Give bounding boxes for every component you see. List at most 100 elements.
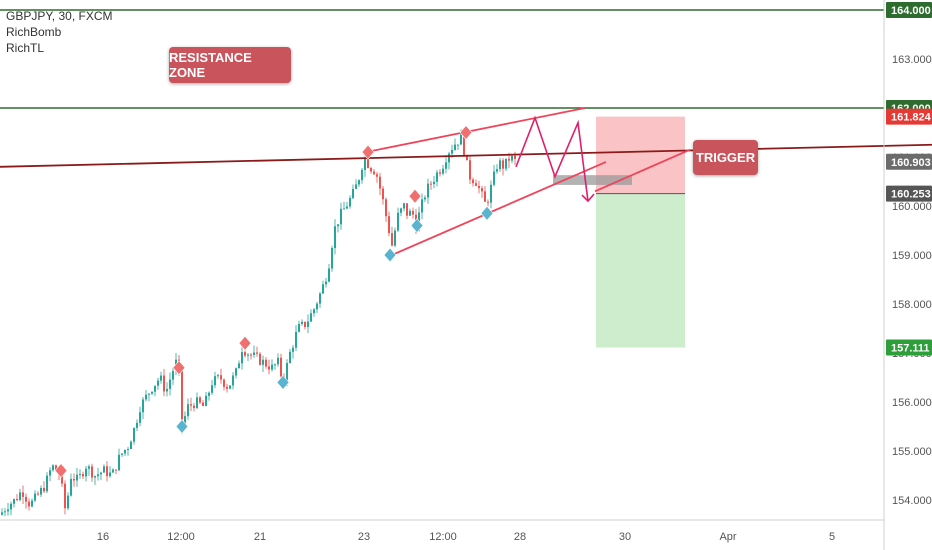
candle-body [67, 495, 69, 509]
candle-body [133, 427, 135, 442]
time-tick-label: 12:00 [167, 531, 195, 543]
candle-body [355, 184, 357, 189]
candle-body [127, 449, 129, 451]
candle-body [130, 441, 132, 450]
candle-body [364, 158, 366, 170]
candle-body [139, 412, 141, 423]
candle-body [79, 474, 81, 476]
bottom-marker [276, 374, 290, 390]
candle-body [85, 468, 87, 477]
candle-body [196, 397, 198, 409]
candle-body [406, 203, 408, 216]
candle-body [61, 475, 63, 484]
candle-body [55, 465, 57, 472]
candle-body [475, 183, 477, 186]
candle-body [49, 470, 51, 476]
trendline-horizontal_trend [0, 143, 932, 168]
candle-body [121, 453, 123, 455]
indicator-richbomb[interactable]: RichBomb [6, 25, 62, 39]
candle-body [124, 449, 126, 454]
candle-body [223, 379, 225, 387]
candle-body [106, 466, 108, 477]
candle-body [166, 388, 168, 392]
candle-body [352, 188, 354, 199]
candle-body [70, 478, 72, 496]
candle-body [361, 169, 363, 181]
candle-body [52, 465, 54, 471]
candle-body [160, 375, 162, 381]
candle-body [7, 509, 9, 512]
candle-body [511, 155, 513, 161]
trendline-resistance_upper [365, 107, 586, 153]
candle-body [385, 199, 387, 217]
price-tag-stop: 161.824 [891, 112, 932, 124]
candle-body [235, 368, 237, 376]
price-tick-label: 160.000 [892, 201, 932, 213]
time-axis[interactable]: 16 12:00 21 23 12:00 28 30 Apr 5 [0, 519, 884, 543]
symbol-label[interactable]: GBPJPY, 30, FXCM [6, 9, 113, 23]
candle-body [193, 405, 195, 409]
candle-body [412, 210, 414, 215]
candle-body [349, 198, 351, 207]
top-marker [54, 463, 68, 479]
candle-body [445, 162, 447, 169]
price-tag-level: 164.000 [891, 5, 931, 17]
candle-body [187, 404, 189, 417]
resistance-zone-label[interactable]: RESISTANCE ZONE [169, 47, 291, 83]
candle-body [334, 226, 336, 249]
candles [1, 129, 516, 517]
candle-body [340, 208, 342, 225]
candle-body [148, 393, 150, 395]
chart-legend: GBPJPY, 30, FXCM RichBomb RichTL [6, 8, 112, 56]
candle-body [421, 199, 423, 213]
candle-body [442, 168, 444, 174]
candle-body [91, 466, 93, 478]
candle-body [97, 474, 99, 477]
candle-body [292, 347, 294, 352]
candle-body [304, 321, 306, 327]
indicator-richtl[interactable]: RichTL [6, 41, 45, 55]
zigzag-projection [515, 115, 589, 202]
candle-body [157, 380, 159, 386]
candle-body [400, 208, 402, 213]
candle-body [325, 281, 327, 285]
candle-body [190, 404, 192, 406]
candle-body [280, 357, 282, 377]
candle-body [466, 154, 468, 161]
candle-body [451, 150, 453, 154]
candle-body [163, 375, 165, 392]
candle-body [13, 499, 15, 504]
candle-body [154, 385, 156, 392]
candle-body [250, 354, 252, 356]
candle-body [271, 364, 273, 370]
candle-body [262, 359, 264, 365]
candle-body [34, 493, 36, 501]
price-tick-label: 155.000 [892, 446, 932, 458]
trigger-label[interactable]: TRIGGER [693, 140, 758, 175]
candle-body [469, 160, 471, 180]
candle-body [295, 331, 297, 348]
candle-body [382, 188, 384, 200]
candle-body [391, 233, 393, 246]
take-profit-zone [596, 193, 685, 348]
candle-body [109, 472, 111, 477]
trendline-support_lower [391, 161, 607, 256]
candle-body [403, 203, 405, 209]
candle-body [319, 293, 321, 304]
candle-body [463, 134, 465, 155]
candle-body [310, 313, 312, 322]
candle-body [316, 303, 318, 310]
candle-body [289, 351, 291, 363]
candle-body [379, 176, 381, 189]
swing-markers [54, 125, 494, 479]
candle-body [28, 501, 30, 507]
price-axis[interactable]: 164.000163.000162.000161.000160.000159.0… [883, 0, 932, 550]
candle-body [103, 466, 105, 473]
candle-body [499, 160, 501, 170]
candle-body [211, 385, 213, 393]
candle-body [151, 391, 153, 394]
risk-reward-zones [553, 116, 685, 348]
candle-body [331, 248, 333, 269]
candle-body [307, 321, 309, 327]
